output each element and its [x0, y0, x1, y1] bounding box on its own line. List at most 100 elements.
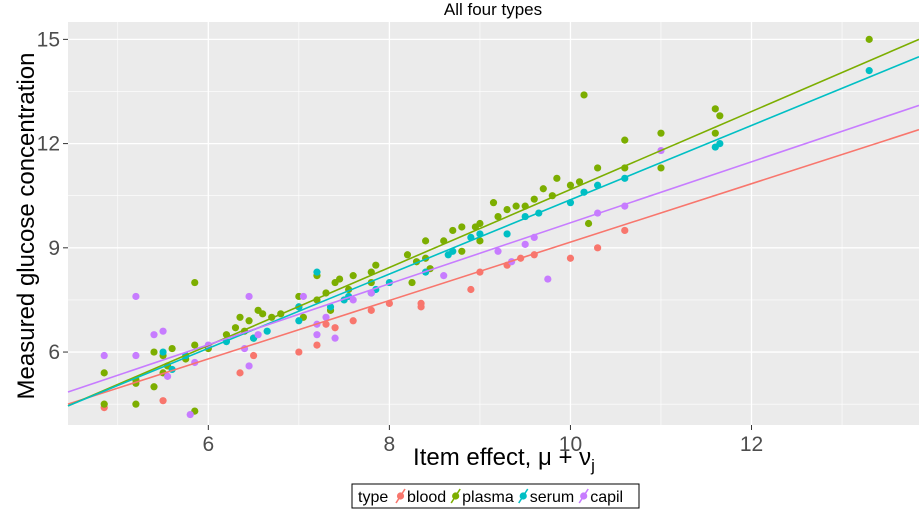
- point-plasma: [621, 136, 629, 144]
- legend-key-point-plasma: [452, 492, 460, 500]
- x-axis-title-subscript: j: [590, 456, 595, 475]
- point-blood: [313, 341, 321, 349]
- point-plasma: [594, 164, 602, 172]
- point-plasma: [100, 400, 108, 408]
- point-plasma: [530, 195, 538, 203]
- point-plasma: [716, 112, 724, 120]
- point-plasma: [657, 164, 665, 172]
- point-plasma: [132, 400, 140, 408]
- fit-lines: [67, 38, 919, 407]
- point-blood: [367, 306, 375, 314]
- point-plasma: [575, 178, 584, 186]
- point-blood: [621, 226, 629, 235]
- point-plasma: [494, 212, 502, 221]
- point-plasma: [458, 223, 466, 231]
- point-blood: [349, 317, 357, 325]
- point-plasma: [553, 174, 561, 182]
- x-axis-title-main: Item effect, μ + ν: [413, 444, 591, 471]
- legend-label-plasma: plasma: [462, 489, 514, 506]
- point-capil: [245, 362, 253, 370]
- point-plasma: [168, 344, 176, 353]
- point-plasma: [566, 181, 575, 189]
- point-plasma: [150, 348, 158, 356]
- x-tick-label: 8: [384, 433, 396, 456]
- point-plasma: [422, 237, 430, 245]
- axis-ticks: 6 8 10 12 6 9 12 15: [37, 28, 764, 456]
- point-serum: [159, 348, 167, 356]
- point-capil: [322, 313, 330, 321]
- point-blood: [295, 348, 303, 356]
- point-capil: [132, 292, 140, 301]
- legend-label-capil: capil: [590, 489, 623, 506]
- point-plasma: [449, 226, 457, 235]
- legend: type blood plasma serum capil: [351, 483, 640, 509]
- point-plasma: [245, 317, 253, 325]
- point-serum: [326, 303, 335, 311]
- y-tick-label: 9: [48, 237, 60, 260]
- point-plasma: [191, 278, 199, 287]
- point-capil: [159, 327, 167, 335]
- legend-title: type: [358, 489, 388, 506]
- point-serum: [313, 268, 321, 276]
- point-capil: [521, 240, 529, 248]
- point-capil: [245, 292, 253, 301]
- x-tick-label: 12: [740, 433, 763, 456]
- x-axis-title: Item effect, μ + νj: [413, 444, 595, 475]
- y-tick-label: 12: [37, 133, 60, 156]
- point-blood: [236, 369, 244, 377]
- legend-key-point-blood: [396, 492, 405, 500]
- point-plasma: [711, 105, 719, 113]
- point-plasma: [335, 275, 344, 283]
- point-capil: [163, 372, 172, 380]
- point-blood: [594, 244, 602, 252]
- point-plasma: [539, 185, 547, 193]
- point-blood: [159, 397, 167, 405]
- legend-label-blood: blood: [407, 489, 446, 506]
- point-capil: [349, 296, 357, 304]
- point-blood: [566, 254, 575, 262]
- point-plasma: [512, 202, 520, 210]
- point-blood: [467, 285, 475, 294]
- point-plasma: [408, 278, 416, 287]
- legend-key-point-serum: [519, 492, 527, 500]
- point-capil: [313, 331, 321, 339]
- point-capil: [440, 272, 448, 280]
- point-capil: [132, 351, 140, 360]
- point-plasma: [657, 129, 665, 137]
- y-axis-title: Measured glucose concentration: [13, 53, 40, 400]
- point-blood: [417, 303, 425, 311]
- point-plasma: [191, 341, 199, 349]
- y-tick-label: 6: [48, 341, 60, 364]
- point-serum: [865, 67, 873, 75]
- point-plasma: [476, 237, 484, 245]
- point-plasma: [259, 310, 267, 318]
- point-capil: [150, 331, 158, 339]
- point-plasma: [580, 91, 588, 99]
- point-capil: [494, 247, 502, 255]
- point-blood: [331, 324, 339, 332]
- point-blood: [322, 320, 330, 328]
- point-plasma: [403, 251, 412, 259]
- fit-line-capil: [67, 104, 919, 393]
- point-plasma: [489, 199, 498, 207]
- point-plasma: [503, 206, 511, 214]
- point-serum: [263, 327, 271, 335]
- x-tick-label: 6: [202, 433, 214, 456]
- legend-key-point-capil: [580, 492, 588, 500]
- point-plasma: [231, 324, 240, 332]
- fit-line-blood: [67, 128, 919, 405]
- point-plasma: [711, 129, 719, 137]
- point-capil: [299, 292, 307, 301]
- point-blood: [249, 351, 258, 360]
- y-tick-label: 15: [37, 28, 60, 51]
- point-capil: [544, 275, 552, 283]
- point-plasma: [372, 261, 380, 269]
- fit-line-serum: [67, 56, 919, 407]
- point-plasma: [150, 383, 158, 391]
- chart-title: All four types: [444, 0, 542, 19]
- point-plasma: [349, 272, 357, 280]
- point-capil: [100, 351, 108, 360]
- point-serum: [716, 139, 724, 148]
- x-tick-label: 10: [559, 433, 582, 456]
- point-serum: [503, 230, 511, 238]
